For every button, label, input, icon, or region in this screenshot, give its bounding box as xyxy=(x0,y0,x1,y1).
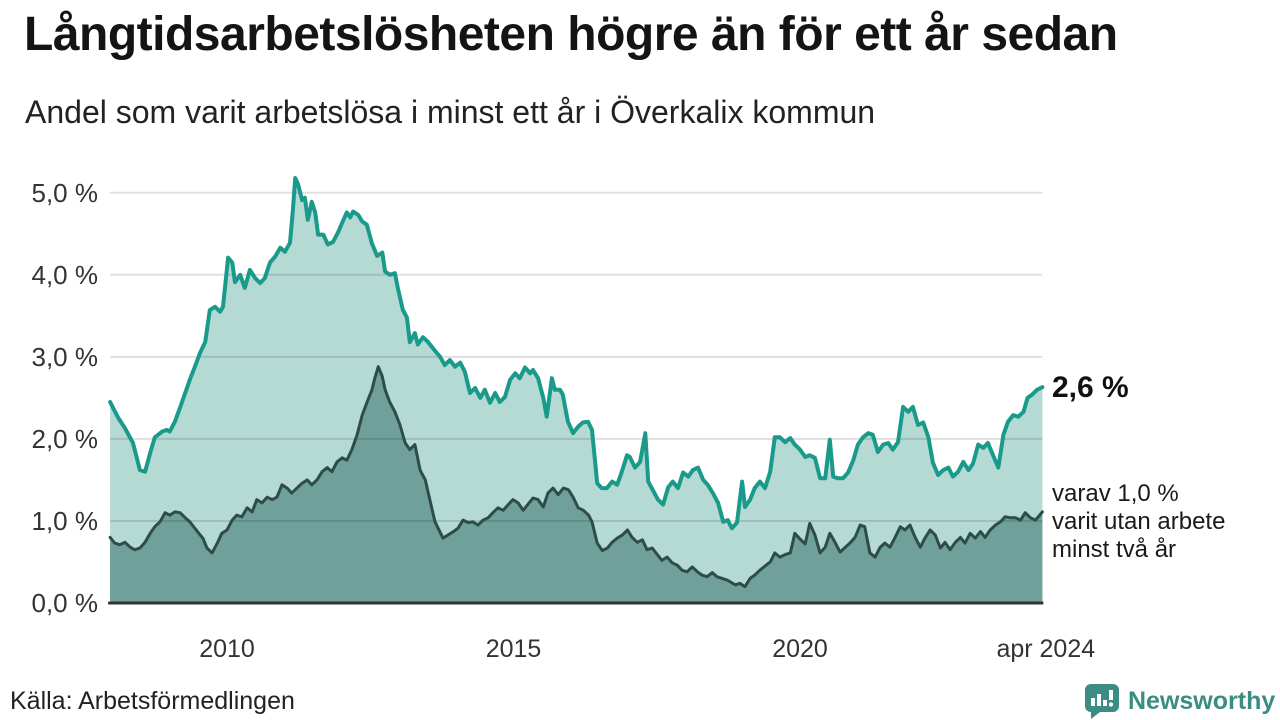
latest-value-annotation: 2,6 % xyxy=(1052,371,1129,404)
x-tick-label-2010: 2010 xyxy=(199,635,255,663)
newsworthy-logo: Newsworthy xyxy=(1084,683,1275,719)
x-tick-label-2015: 2015 xyxy=(485,635,542,663)
y-tick-label-0: 0,0 % xyxy=(31,588,99,618)
series-line-2 xyxy=(108,365,1044,589)
y-tick-label-5: 5,0 % xyxy=(31,177,99,208)
secondary-annotation-line-1: varav 1,0 % xyxy=(1052,480,1179,507)
page-subtitle: Andel som varit arbetslösa i minst ett å… xyxy=(25,94,876,130)
brand-name: Newsworthy xyxy=(1128,687,1276,715)
x-tick-label-apr-2024: apr 2024 xyxy=(996,635,1096,663)
series-line-1 xyxy=(108,176,1045,531)
secondary-annotation-line-3: minst två år xyxy=(1052,536,1177,563)
x-tick-label-2020: 2020 xyxy=(772,635,828,663)
speech-bubble-bar-chart-icon xyxy=(1085,684,1119,719)
secondary-series-annotation: varav 1,0 % varit utan arbete minst två … xyxy=(1052,480,1277,564)
secondary-annotation-line-2: varit utan arbete xyxy=(1052,508,1226,535)
y-tick-label-4: 4,0 % xyxy=(31,259,99,290)
y-tick-label-3: 3,0 % xyxy=(31,341,99,372)
y-tick-label-2: 2,0 % xyxy=(31,423,99,454)
series-area-2 xyxy=(110,366,1043,603)
source-attribution: Källa: Arbetsförmedlingen xyxy=(10,687,295,715)
page-title: Långtidsarbetslösheten högre än för ett … xyxy=(24,8,1118,61)
y-tick-label-1: 1,0 % xyxy=(31,505,99,536)
